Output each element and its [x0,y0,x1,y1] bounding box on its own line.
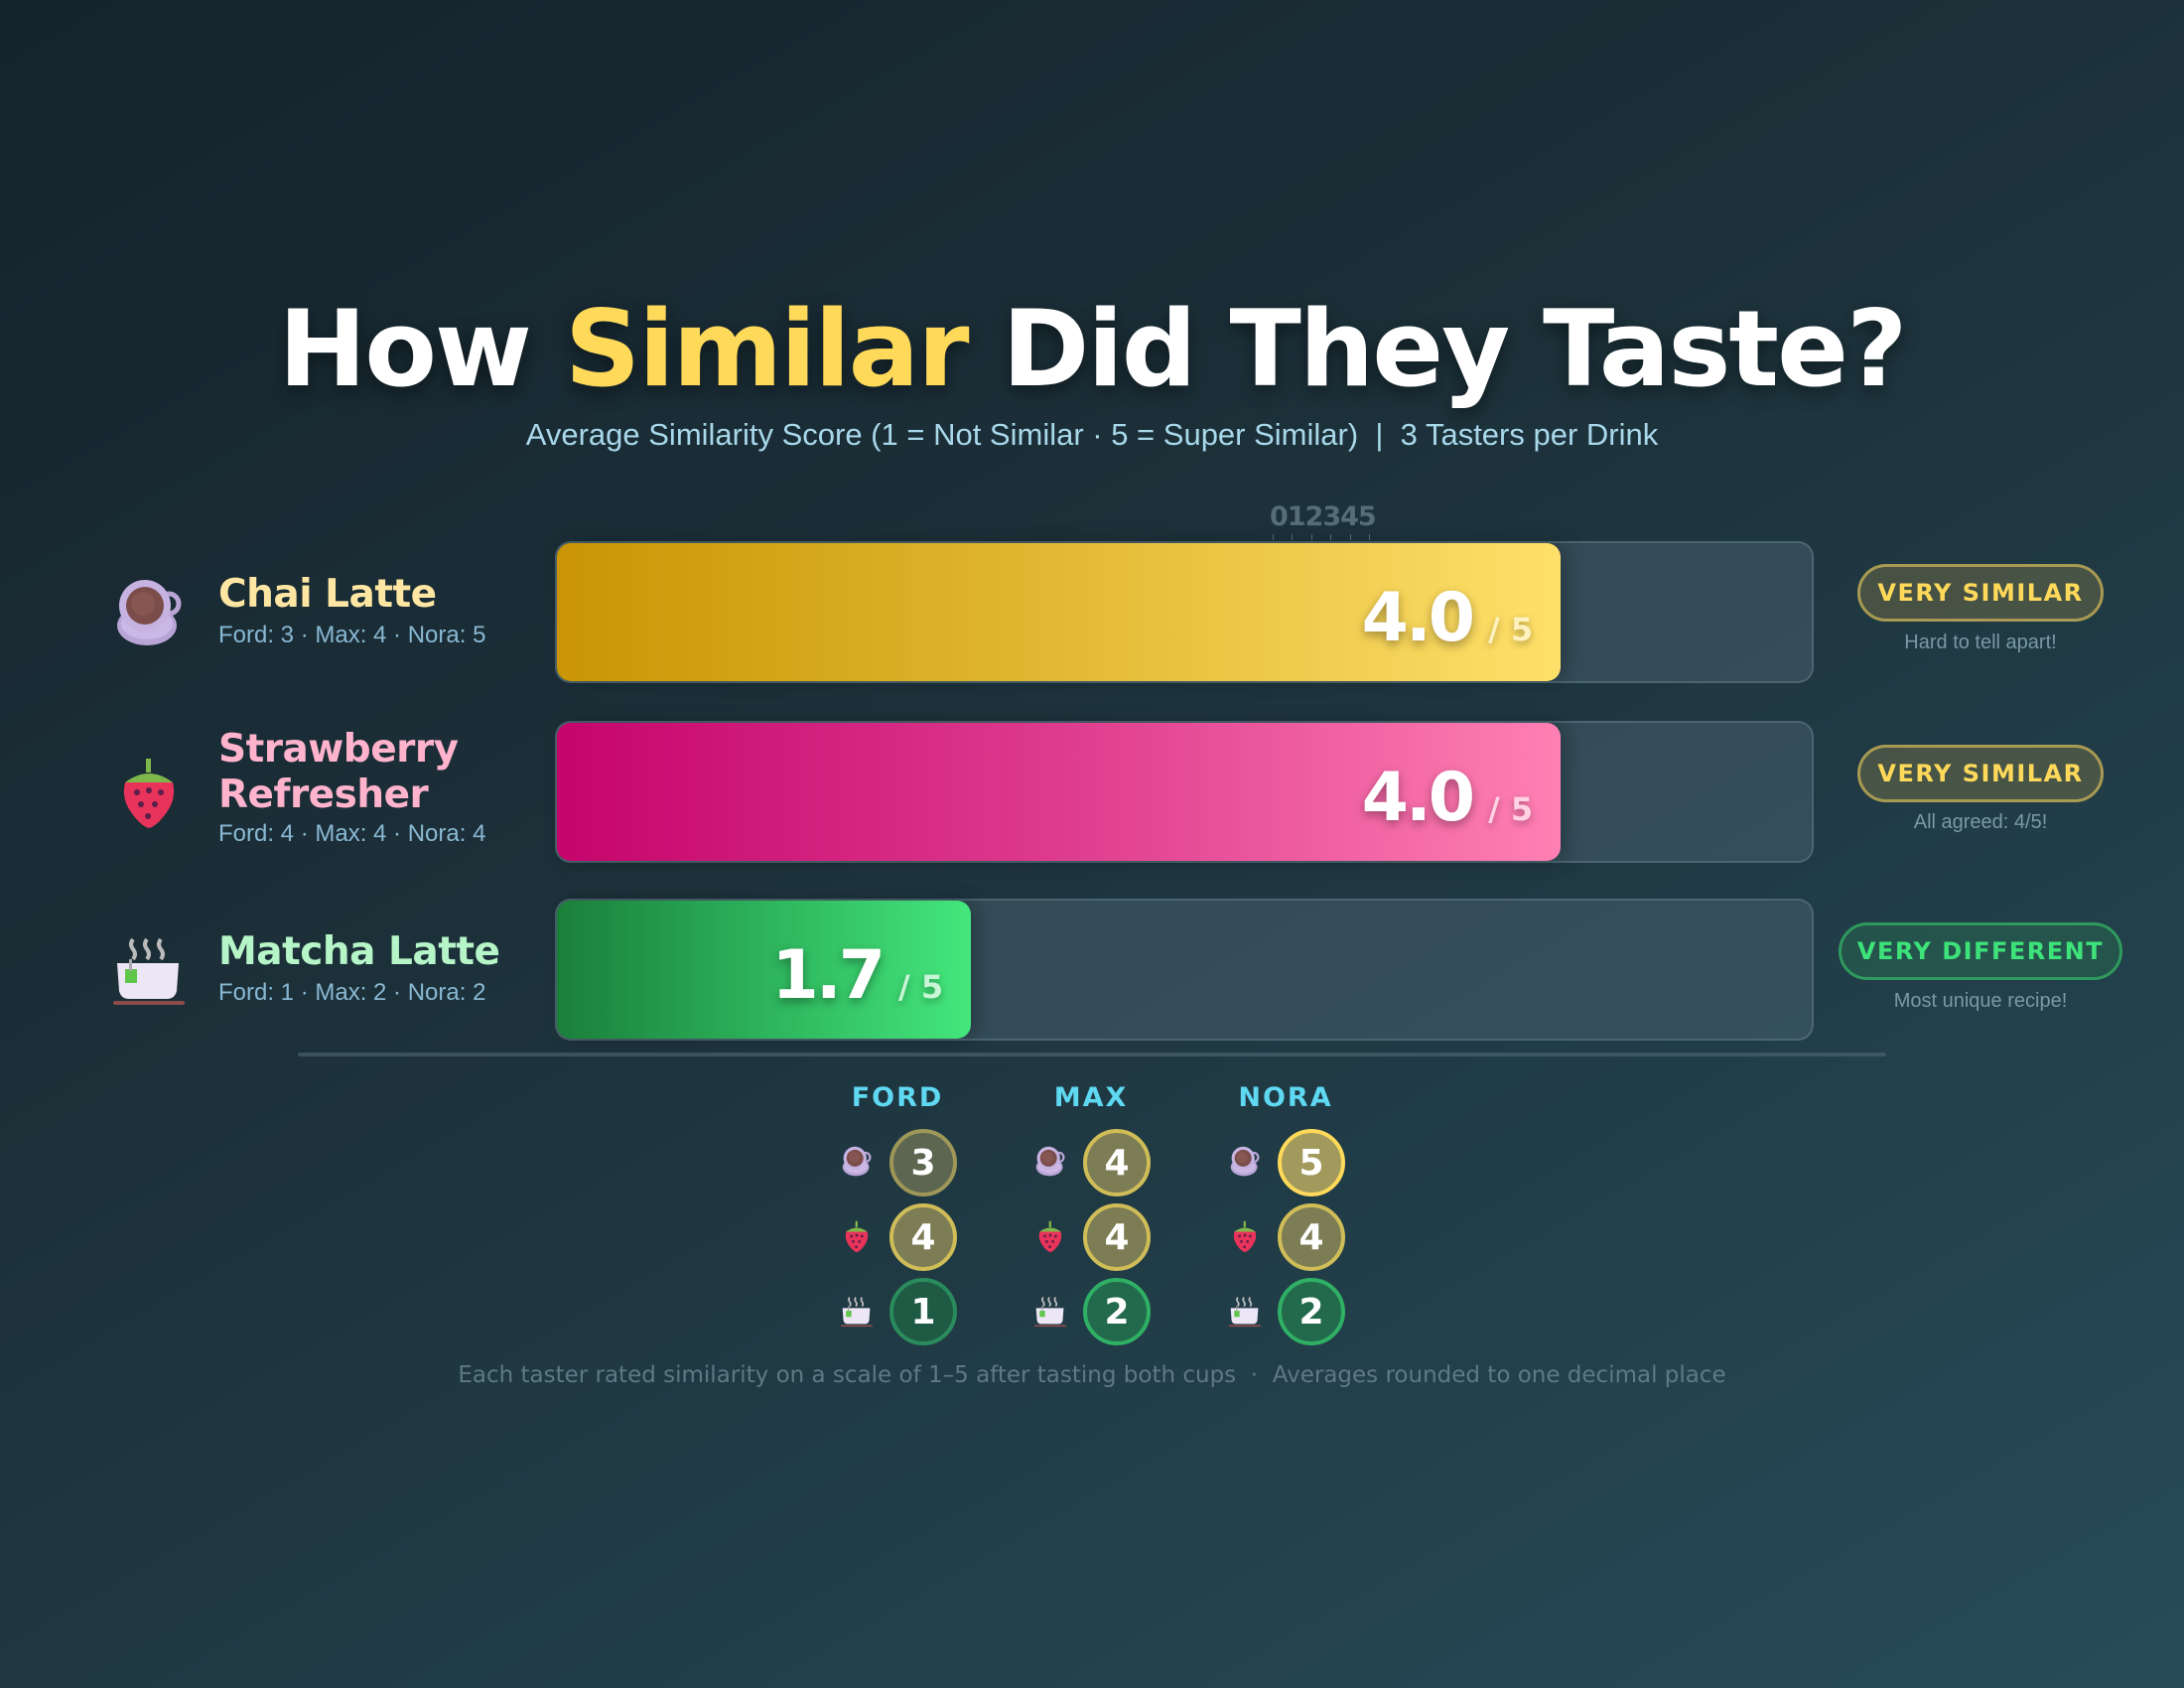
score-badge: 4 [1083,1129,1151,1196]
score-cell: 4 [840,1203,989,1271]
bar-fill: 4.0 / 5 [557,543,1562,681]
tea-cup-icon [111,931,187,1007]
coffee-cup-icon [1033,1145,1067,1179]
axis-ticks [1273,534,1370,540]
bar-track: 4.0 / 5 [555,721,1814,863]
drink-taster-scores: Ford: 3 · Max: 4 · Nora: 5 [218,622,486,648]
coffee-cup-icon [111,576,187,651]
coffee-cup-icon [1228,1145,1262,1179]
bar-value: 4.0 / 5 [1362,579,1534,657]
tea-cup-icon [1033,1294,1067,1328]
footnote: Each taster rated similarity on a scale … [458,1362,1726,1388]
score-denominator: / 5 [1488,611,1534,648]
score-badge: 4 [1083,1203,1151,1271]
tea-cup-icon [1228,1294,1262,1328]
score-cell: 1 [840,1278,989,1345]
score-badge: 5 [1278,1129,1345,1196]
score-cell: 4 [1228,1203,1377,1271]
score-cell: 4 [1033,1129,1182,1196]
section-divider [298,1053,1886,1056]
verdict-badge: VERY DIFFERENT [1839,922,2122,980]
score-badge: 1 [889,1278,957,1345]
score-denominator: / 5 [1488,790,1534,828]
bar-value: 1.7 / 5 [772,936,944,1015]
score-cell: 4 [1033,1203,1182,1271]
chart-title: How Similar Did They Taste? [278,288,1908,410]
taster-name-nora: NORA [1238,1082,1333,1113]
score-cell: 5 [1228,1129,1377,1196]
chart-subtitle: Average Similarity Score (1 = Not Simila… [525,417,1659,452]
score-cell: 3 [840,1129,989,1196]
verdict-note: Hard to tell apart! [1904,632,2057,653]
tea-cup-icon [840,1294,874,1328]
bar-value: 4.0 / 5 [1362,759,1534,837]
taster-name-max: MAX [1053,1082,1129,1113]
score-cell: 2 [1228,1278,1377,1345]
average-score: 4.0 [1361,759,1475,837]
drink-taster-scores: Ford: 1 · Max: 2 · Nora: 2 [218,979,486,1006]
score-badge: 2 [1083,1278,1151,1345]
score-badge: 4 [889,1203,957,1271]
bar-fill: 1.7 / 5 [557,901,972,1039]
bar-track: 4.0 / 5 [555,541,1814,683]
drink-name: Chai Latte [218,572,437,617]
score-cell: 2 [1033,1278,1182,1345]
drink-name: Matcha Latte [218,929,500,974]
bar-track: 1.7 / 5 [555,899,1814,1041]
strawberry-icon [1033,1219,1067,1253]
average-score: 4.0 [1361,579,1475,657]
score-denominator: / 5 [898,968,944,1006]
verdict-note: All agreed: 4/5! [1913,811,2048,833]
average-score: 1.7 [771,936,886,1015]
score-badge: 4 [1278,1203,1345,1271]
strawberry-icon [840,1219,874,1253]
strawberry-icon [111,755,187,830]
score-badge: 3 [889,1129,957,1196]
verdict-note: Most unique recipe! [1893,990,2068,1012]
taster-name-ford: FORD [851,1082,944,1113]
coffee-cup-icon [840,1145,874,1179]
axis-tick-labels: 012345 [1270,501,1377,532]
verdict-badge: VERY SIMILAR [1857,564,2104,622]
bar-fill: 4.0 / 5 [557,723,1562,861]
verdict-badge: VERY SIMILAR [1857,745,2104,802]
drink-taster-scores: Ford: 4 · Max: 4 · Nora: 4 [218,820,486,847]
drink-name: Strawberry Refresher [218,727,459,817]
score-badge: 2 [1278,1278,1345,1345]
title-highlight: Similar [564,288,970,410]
strawberry-icon [1228,1219,1262,1253]
